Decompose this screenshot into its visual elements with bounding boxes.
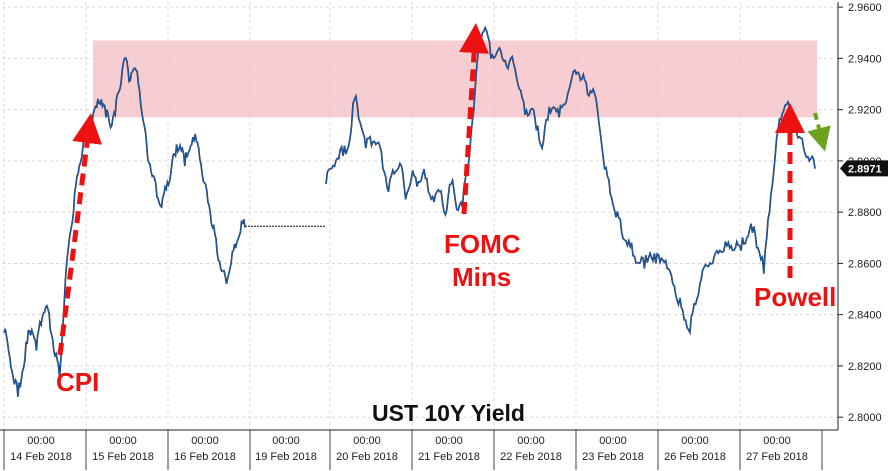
x-date-label: 16 Feb 2018 <box>174 451 236 463</box>
annotation-powell: Powell <box>754 282 836 312</box>
x-date-label: 14 Feb 2018 <box>10 451 72 463</box>
annotation-mins: Mins <box>452 262 511 292</box>
x-time-label: 00:00 <box>599 435 627 447</box>
y-tick-label: 2.8400 <box>848 310 882 322</box>
x-time-label: 00:00 <box>191 435 219 447</box>
x-date-label: 21 Feb 2018 <box>418 451 480 463</box>
last-value-badge: 2.8971 <box>840 160 888 177</box>
series-part-2 <box>325 26 816 335</box>
y-tick-label: 2.8200 <box>848 361 882 373</box>
x-time-label: 00:00 <box>27 435 55 447</box>
x-time-label: 00:00 <box>435 435 463 447</box>
y-tick-label: 2.8800 <box>848 207 882 219</box>
last-value-label: 2.8971 <box>848 163 882 175</box>
x-time-label: 00:00 <box>109 435 137 447</box>
x-date-label: 19 Feb 2018 <box>255 451 317 463</box>
green-down-arrow <box>807 112 831 152</box>
x-date-label: 23 Feb 2018 <box>582 451 644 463</box>
x-date-label: 26 Feb 2018 <box>664 451 726 463</box>
x-time-label: 00:00 <box>272 435 300 447</box>
x-time-label: 00:00 <box>763 435 791 447</box>
x-axis: 00:00 14 Feb 2018 00:00 15 Feb 2018 00:00 16 … <box>0 429 838 470</box>
y-tick-label: 2.9200 <box>848 105 882 117</box>
y-tick-label: 2.8600 <box>848 258 882 270</box>
x-date-label: 20 Feb 2018 <box>336 451 398 463</box>
last-value-badge-shape <box>840 160 888 177</box>
y-tick-label: 2.9400 <box>848 53 882 65</box>
y-tick-label: 2.8000 <box>848 412 882 424</box>
annotation-cpi: CPI <box>56 367 99 397</box>
x-date-label: 15 Feb 2018 <box>92 451 154 463</box>
x-time-label: 00:00 <box>681 435 709 447</box>
resistance-band <box>93 40 817 118</box>
yield-series <box>3 25 816 397</box>
x-time-label: 00:00 <box>517 435 545 447</box>
x-date-label: 22 Feb 2018 <box>500 451 562 463</box>
x-date-label: 27 Feb 2018 <box>746 451 808 463</box>
x-time-label: 00:00 <box>353 435 381 447</box>
fomc-arrow <box>459 23 490 215</box>
y-tick-label: 2.9600 <box>848 2 882 14</box>
annotation-fomc: FOMC <box>444 229 521 259</box>
cpi-arrow <box>57 113 102 356</box>
series-part-1 <box>3 57 246 397</box>
chart-title: UST 10Y Yield <box>372 400 525 426</box>
